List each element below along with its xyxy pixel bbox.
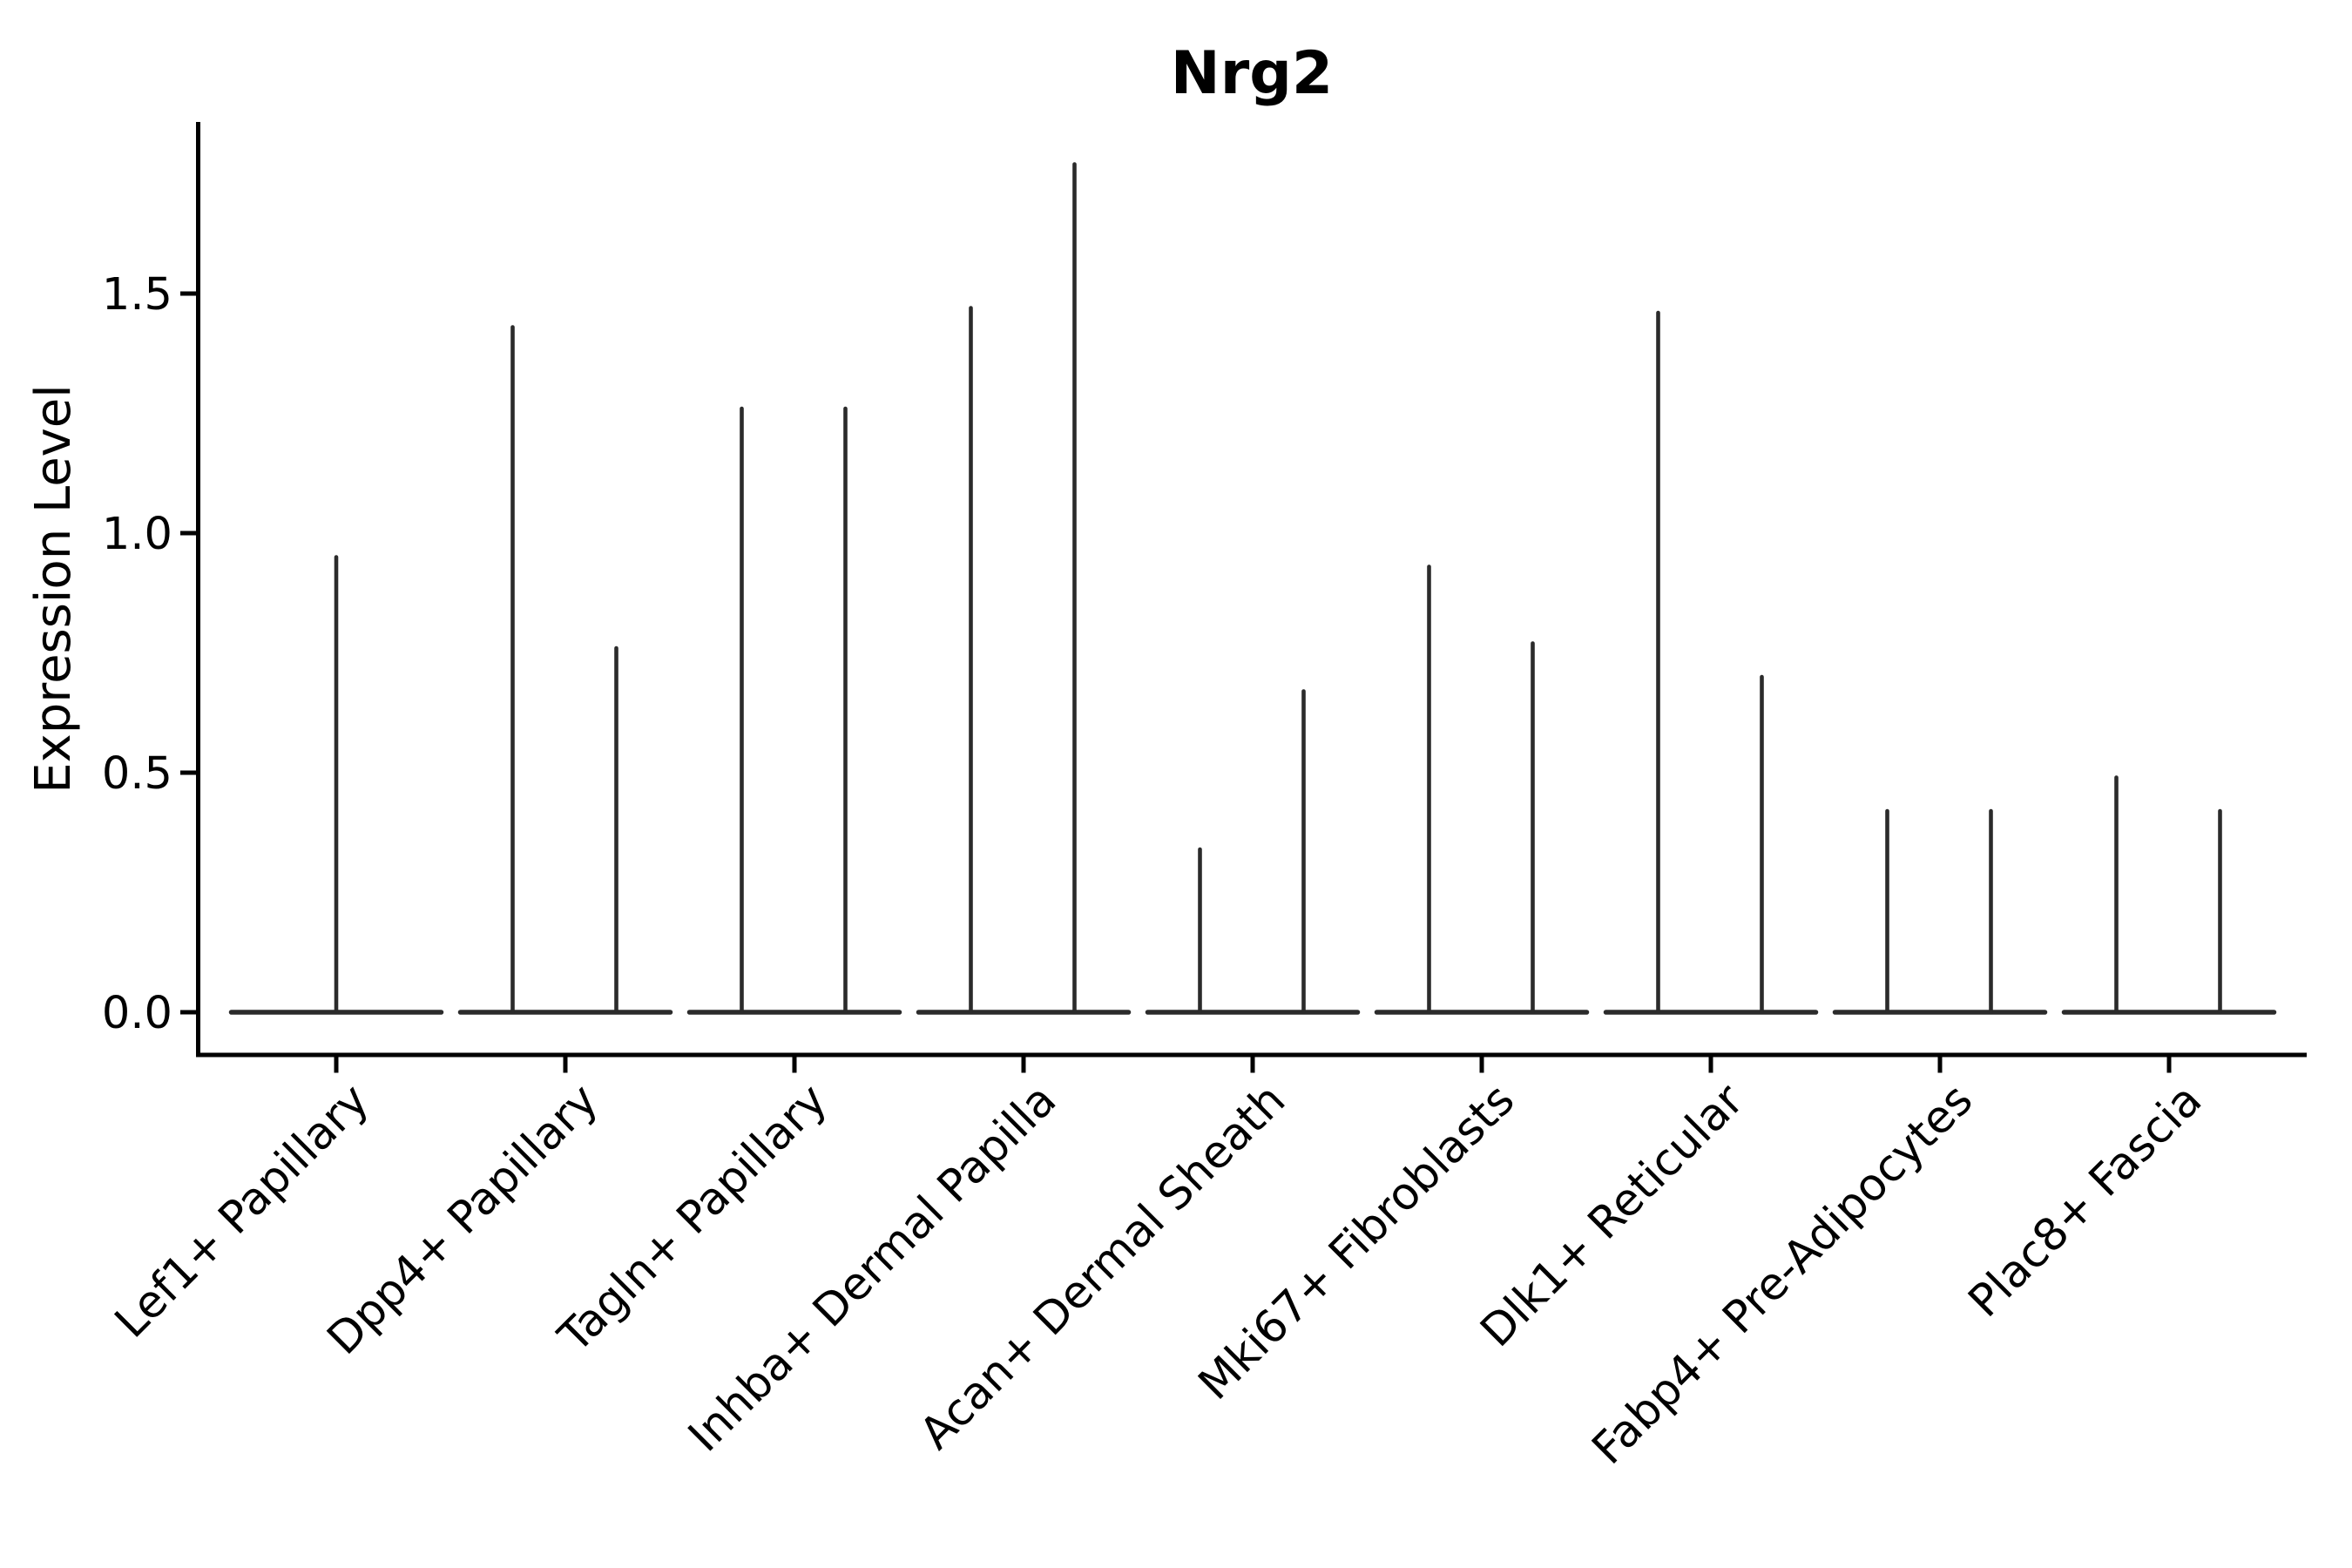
- axes-layer: [180, 122, 2307, 1073]
- chart-title: Nrg2: [1171, 39, 1333, 108]
- x-tick-label: Plac8+ Fascia: [1959, 1074, 2212, 1327]
- y-axis-label: Expression Level: [25, 384, 82, 794]
- x-tick-label: Fabp4+ Pre-Adipocytes: [1583, 1074, 1983, 1474]
- violins-layer: [228, 162, 2277, 1015]
- y-tick-labels: 0.0 0.5 1.0 1.5: [102, 269, 172, 1039]
- y-tick-label: 0.5: [102, 748, 172, 800]
- y-tick-label: 0.0: [102, 988, 172, 1039]
- x-tick-label: Inhba+ Dermal Papilla: [679, 1074, 1066, 1462]
- x-tick-label: Acan+ Dermal Sheath: [910, 1074, 1295, 1459]
- y-tick-label: 1.5: [102, 269, 172, 321]
- y-tick-label: 1.0: [102, 509, 172, 560]
